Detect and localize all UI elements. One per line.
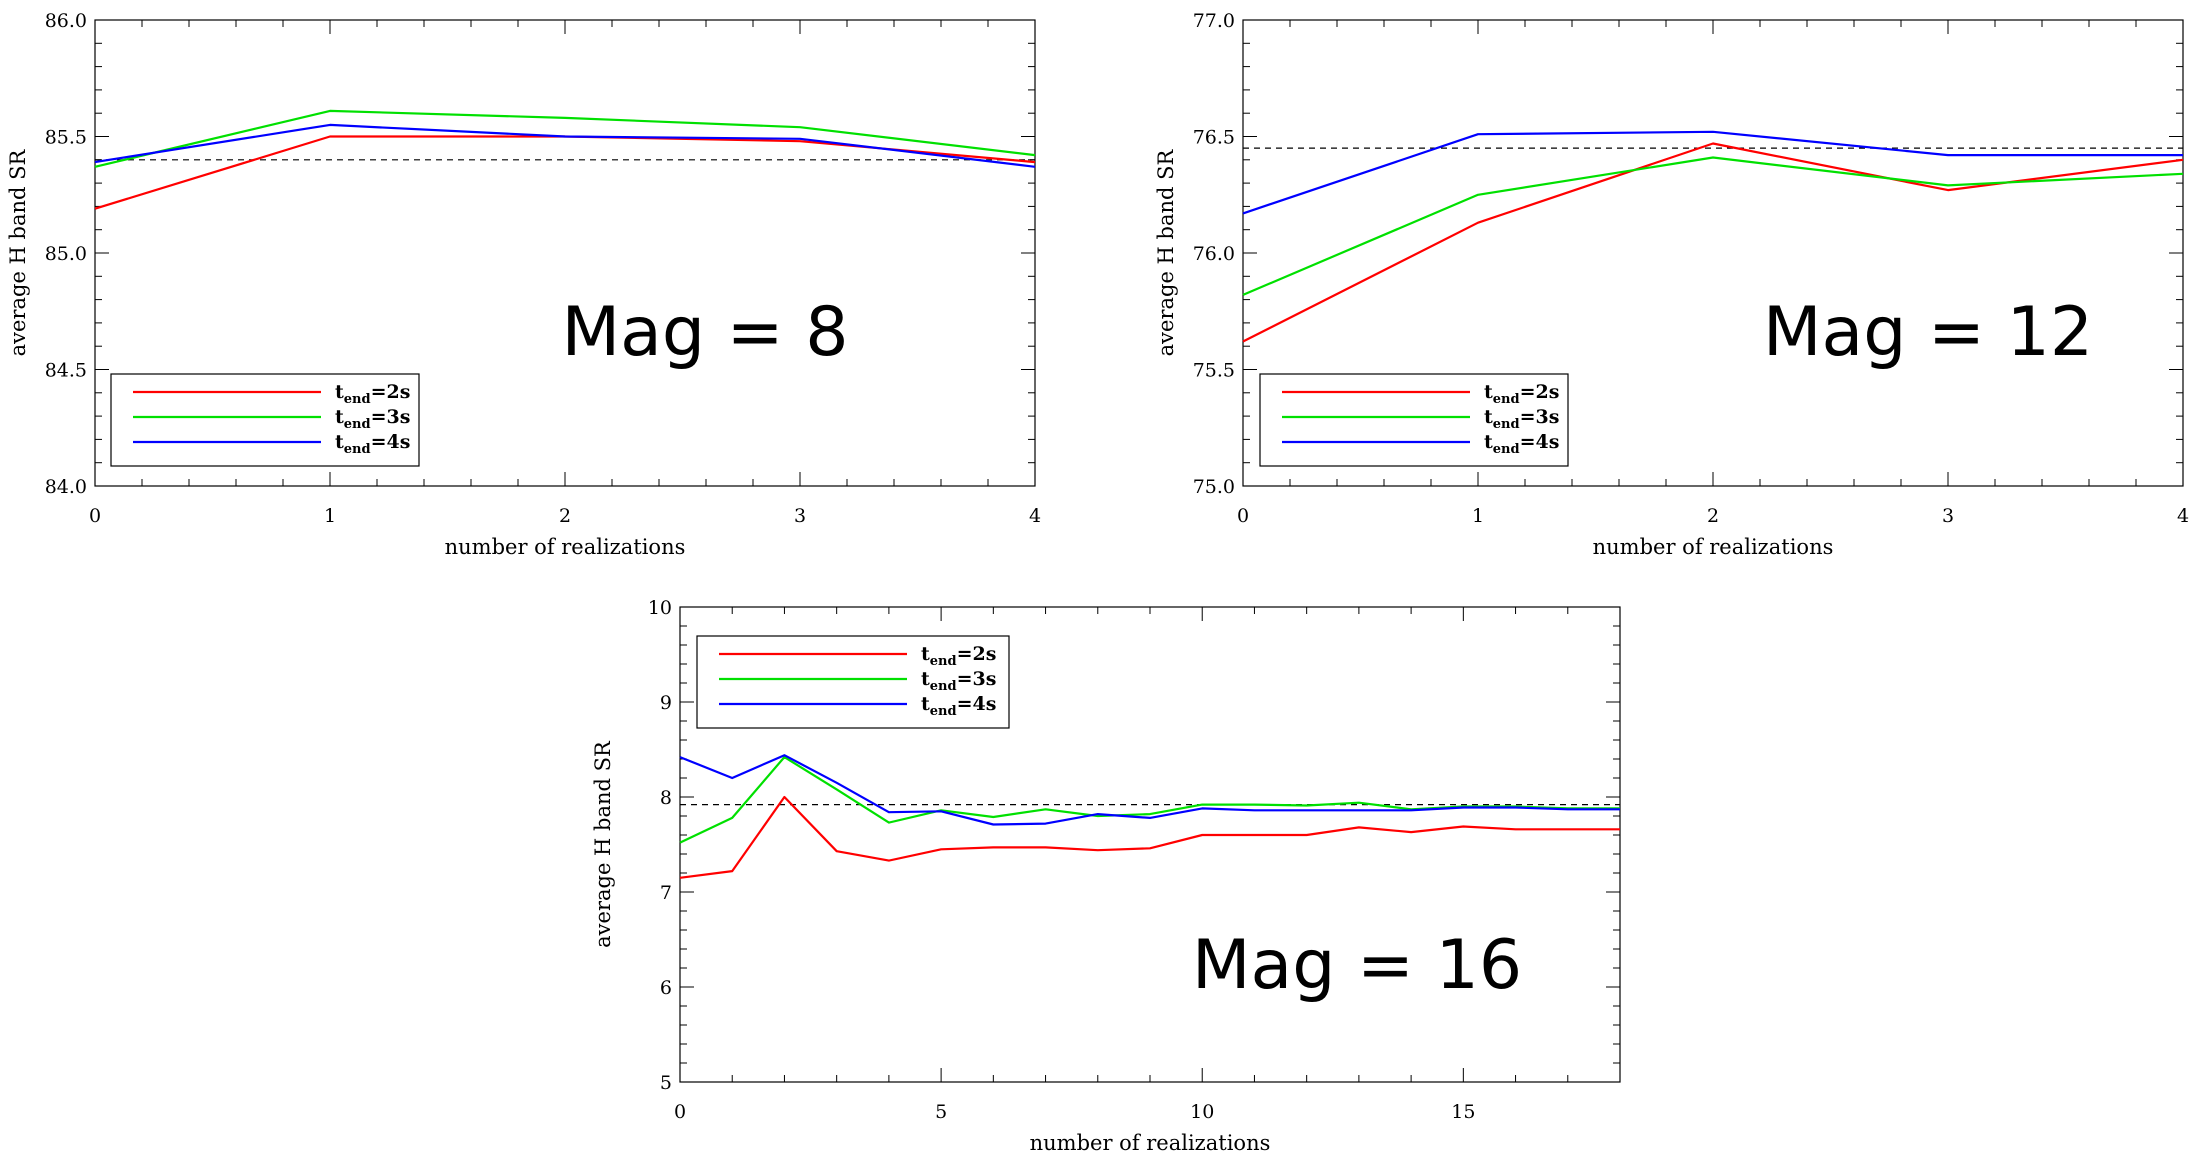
y-axis-label: average H band SR (591, 740, 615, 948)
legend-label: tend=4s (335, 431, 410, 457)
y-tick-label: 84.5 (45, 360, 87, 382)
legend-label: tend=4s (1484, 431, 1559, 457)
x-tick-label: 2 (1707, 505, 1719, 527)
x-tick-label: 15 (1451, 1101, 1475, 1123)
legend-label: tend=3s (335, 406, 410, 432)
legend-label: tend=4s (921, 693, 996, 719)
legend-box (696, 635, 1010, 729)
x-tick-label: 4 (1029, 505, 1041, 527)
y-axis-label: average H band SR (6, 148, 30, 356)
x-axis-label: number of realizations (445, 535, 686, 559)
y-tick-label: 86.0 (45, 10, 87, 32)
x-tick-label: 5 (935, 1101, 947, 1123)
x-tick-label: 0 (89, 505, 101, 527)
x-tick-label: 10 (1190, 1101, 1214, 1123)
y-tick-label: 77.0 (1193, 10, 1235, 32)
y-tick-label: 76.0 (1193, 243, 1235, 265)
y-tick-label: 84.0 (45, 476, 87, 498)
y-axis-label: average H band SR (1154, 148, 1178, 356)
y-tick-label: 6 (660, 977, 672, 999)
series-line (1242, 130, 2183, 215)
legend-label: tend=2s (921, 643, 996, 669)
x-axis-label: number of realizations (1030, 1131, 1271, 1153)
y-tick-label: 75.0 (1193, 476, 1235, 498)
chart-panel: 84.0 84.5 85.0 85.5 86.0 0 1 2 3 4 number of reali… (6, 10, 1041, 559)
series-line (679, 755, 1620, 844)
chart-panel: 75.0 75.5 76.0 76.5 77.0 0 1 2 3 4 number of reali… (1154, 10, 2189, 559)
mag-annotation: Mag = 12 (1763, 293, 2093, 372)
x-tick-label: 3 (794, 505, 806, 527)
y-tick-label: 9 (660, 692, 672, 714)
y-tick-label: 8 (660, 787, 672, 809)
legend-label: tend=2s (1484, 381, 1559, 407)
legend-label: tend=2s (335, 381, 410, 407)
legend-label: tend=3s (1484, 406, 1559, 432)
x-tick-label: 2 (559, 505, 571, 527)
y-tick-label: 85.0 (45, 243, 87, 265)
mag-annotation: Mag = 16 (1192, 926, 1522, 1005)
legend-box (110, 373, 420, 467)
series-line (94, 135, 1036, 210)
x-tick-label: 4 (2177, 505, 2189, 527)
y-tick-label: 85.5 (45, 127, 87, 149)
x-tick-label: 1 (1472, 505, 1484, 527)
legend-box (1259, 373, 1569, 467)
x-tick-label: 0 (1237, 505, 1249, 527)
x-tick-label: 0 (674, 1101, 686, 1123)
series-line (679, 754, 1620, 826)
y-tick-label: 10 (648, 597, 672, 619)
series-line (1242, 156, 2184, 296)
x-axis-label: number of realizations (1593, 535, 1834, 559)
series-line (679, 795, 1620, 879)
x-tick-label: 3 (1942, 505, 1954, 527)
y-tick-label: 7 (660, 882, 672, 904)
y-tick-label: 5 (660, 1072, 672, 1094)
y-tick-label: 76.5 (1193, 127, 1235, 149)
legend-label: tend=3s (921, 668, 996, 694)
y-tick-label: 75.5 (1193, 360, 1235, 382)
mag-annotation: Mag = 8 (562, 293, 849, 372)
x-tick-label: 1 (324, 505, 336, 527)
series-line (94, 123, 1036, 168)
series-line (1242, 142, 2184, 343)
series-line (94, 109, 1036, 168)
